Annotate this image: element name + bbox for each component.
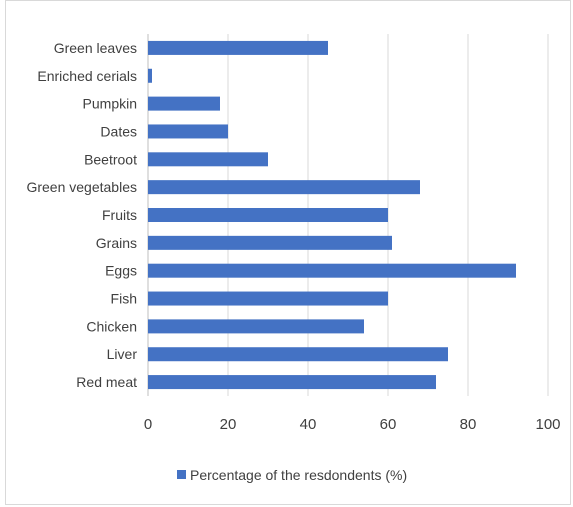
bar (148, 347, 448, 362)
bar (148, 263, 516, 278)
category-label: Liver (107, 346, 138, 362)
x-tick-label: 40 (300, 416, 317, 433)
x-tick-label: 60 (380, 416, 397, 433)
category-label: Chicken (86, 318, 137, 334)
bar (148, 40, 328, 55)
category-label: Green leaves (54, 40, 137, 56)
category-labels: Green leaves Enriched cerials Pumpkin Dates… (26, 40, 137, 390)
bar (148, 208, 388, 222)
bars (148, 40, 516, 390)
gridlines (147, 34, 549, 396)
bar (148, 375, 436, 390)
legend: Percentage of the resdondents (%) (177, 467, 407, 483)
bar (148, 96, 220, 111)
x-tick-label: 0 (144, 416, 152, 433)
x-tick-labels: 0 20 40 60 80 100 (144, 416, 561, 433)
bar (148, 124, 228, 139)
category-label: Pumpkin (83, 96, 137, 112)
category-label: Red meat (76, 374, 137, 390)
bar (148, 291, 388, 306)
bar (148, 152, 268, 167)
legend-swatch (177, 470, 186, 479)
bar (148, 235, 392, 250)
legend-label: Percentage of the resdondents (%) (190, 467, 407, 483)
category-label: Eggs (105, 263, 137, 279)
category-label: Fruits (102, 207, 137, 223)
category-label: Grains (96, 235, 137, 251)
bar (148, 180, 420, 195)
category-label: Green vegetables (26, 179, 137, 195)
bar (148, 319, 364, 334)
bar (148, 68, 152, 83)
x-tick-label: 20 (220, 416, 237, 433)
category-label: Dates (100, 123, 137, 139)
category-label: Enriched cerials (37, 68, 137, 84)
category-label: Fish (111, 291, 137, 307)
x-tick-label: 100 (535, 416, 560, 433)
category-label: Beetroot (84, 151, 137, 167)
x-tick-label: 80 (460, 416, 477, 433)
chart-frame (5, 0, 571, 505)
